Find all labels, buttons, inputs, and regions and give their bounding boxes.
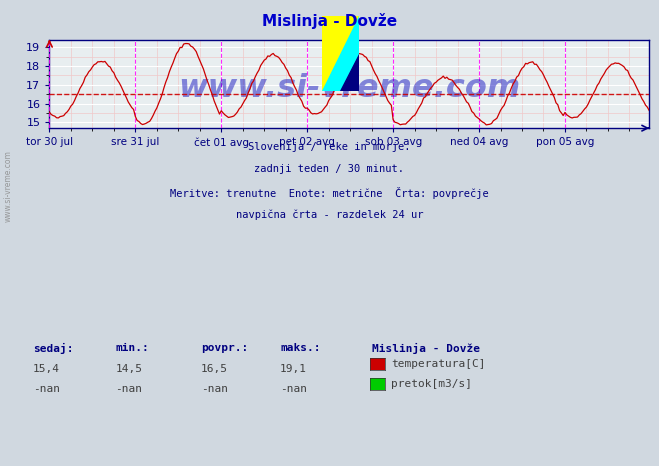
Text: Slovenija / reke in morje.: Slovenija / reke in morje.	[248, 142, 411, 152]
Text: -nan: -nan	[280, 384, 307, 394]
Text: -nan: -nan	[201, 384, 228, 394]
Text: 19,1: 19,1	[280, 364, 307, 374]
Text: 16,5: 16,5	[201, 364, 228, 374]
Polygon shape	[341, 54, 358, 91]
Polygon shape	[322, 16, 358, 91]
Text: navpična črta - razdelek 24 ur: navpična črta - razdelek 24 ur	[236, 209, 423, 220]
Text: www.si-vreme.com: www.si-vreme.com	[3, 151, 13, 222]
Text: 14,5: 14,5	[115, 364, 142, 374]
Text: min.:: min.:	[115, 343, 149, 352]
Text: povpr.:: povpr.:	[201, 343, 248, 352]
Text: Mislinja - Dovže: Mislinja - Dovže	[372, 343, 480, 354]
Text: Mislinja - Dovže: Mislinja - Dovže	[262, 13, 397, 29]
Text: 15,4: 15,4	[33, 364, 60, 374]
Text: maks.:: maks.:	[280, 343, 320, 352]
Polygon shape	[322, 16, 358, 91]
Text: zadnji teden / 30 minut.: zadnji teden / 30 minut.	[254, 164, 405, 174]
Text: -nan: -nan	[115, 384, 142, 394]
Text: www.si-vreme.com: www.si-vreme.com	[178, 73, 521, 104]
Text: pretok[m3/s]: pretok[m3/s]	[391, 379, 472, 390]
Text: temperatura[C]: temperatura[C]	[391, 359, 485, 370]
Text: -nan: -nan	[33, 384, 60, 394]
Text: sedaj:: sedaj:	[33, 343, 73, 354]
Text: Meritve: trenutne  Enote: metrične  Črta: povprečje: Meritve: trenutne Enote: metrične Črta: …	[170, 187, 489, 199]
